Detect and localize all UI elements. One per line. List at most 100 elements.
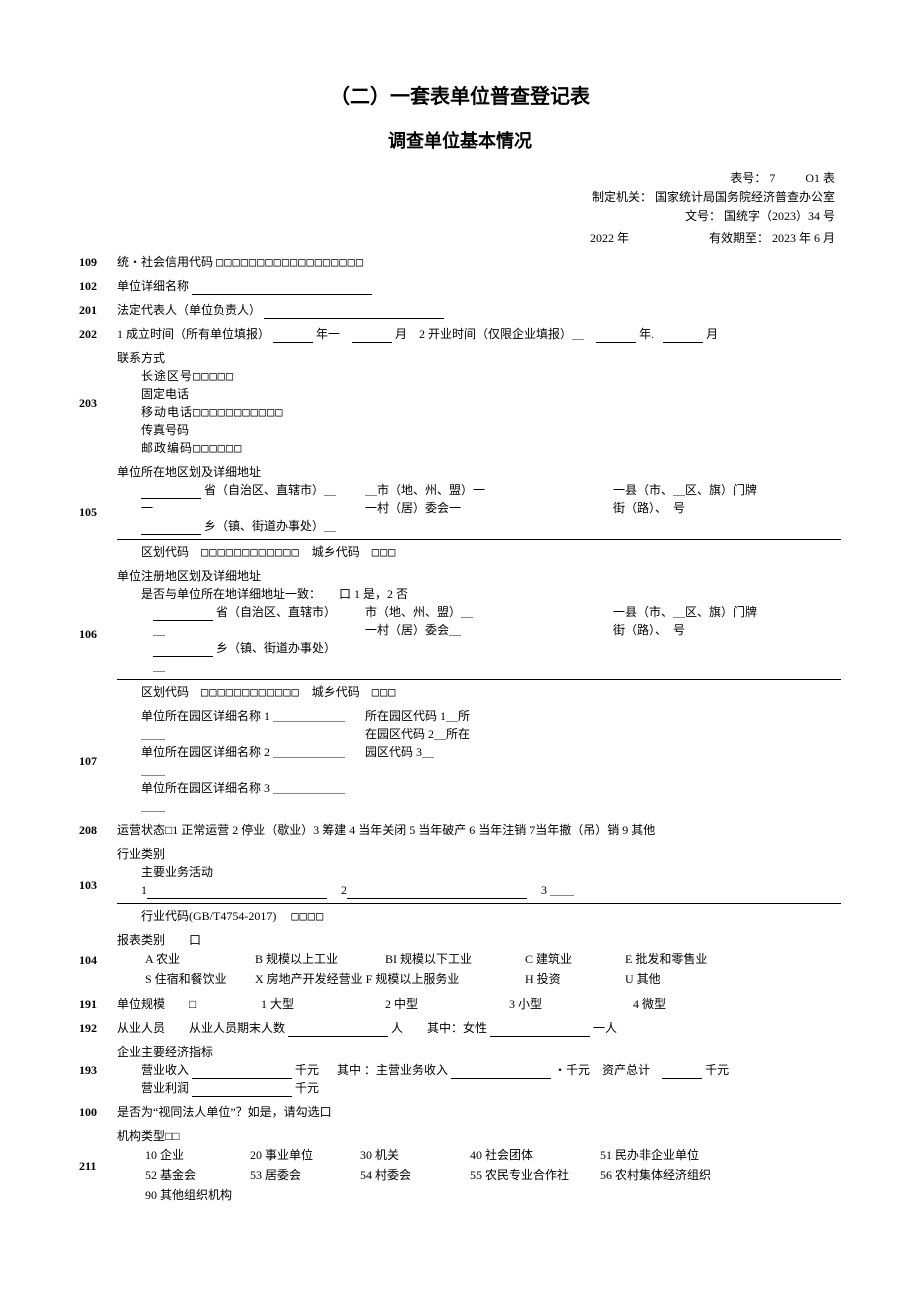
opt-investment[interactable]: H 投资 [521, 969, 621, 989]
doc-no-value: 国统字（2023）34 号 [724, 209, 835, 223]
org-government[interactable]: 30 机关 [356, 1145, 466, 1165]
org-enterprise[interactable]: 10 企业 [141, 1145, 246, 1165]
employees-total-field[interactable] [288, 1023, 388, 1037]
row-code-104: 104 [75, 928, 113, 992]
org-village-committee[interactable]: 54 村委会 [356, 1165, 466, 1185]
survey-form-table: 109 统・社会信用代码 □□□□□□□□□□□□□□□□□□ 102 单位详细… [75, 250, 845, 1208]
park-code-1[interactable]: 所在园区代码 1＿所 [365, 707, 593, 725]
reg-urban-rural-label: 城乡代码 [312, 685, 360, 699]
opt-large-industry[interactable]: B 规模以上工业 [251, 949, 381, 969]
opt-wholesale-retail[interactable]: E 批发和零售业 [621, 949, 741, 969]
area-code-boxes[interactable]: □□□□□□□□□□□□ [201, 545, 300, 559]
scale-medium[interactable]: 2 中型 [385, 995, 495, 1013]
opt-realestate-service[interactable]: X 房地产开发经营业 F 规模以上服务业 [251, 969, 521, 989]
row-content-104: 报表类别 口 A 农业 B 规模以上工业 BI 规模以下工业 C 建筑业 E 批… [113, 928, 845, 992]
org-private-nonenterprise[interactable]: 51 民办非企业单位 [596, 1145, 716, 1165]
activity-3-label: 3 ＿＿ [541, 883, 574, 897]
credit-code-label: 统・社会信用代码 [117, 255, 213, 269]
row-content-109: 统・社会信用代码 □□□□□□□□□□□□□□□□□□ [113, 250, 845, 274]
open-time-label: 2 开业时间（仅限企业填报） [419, 327, 572, 341]
org-neighborhood-committee[interactable]: 53 居委会 [246, 1165, 356, 1185]
assets-field[interactable] [662, 1065, 702, 1079]
park-name-1[interactable]: 单位所在园区详细名称 1 ＿＿＿＿＿＿＿＿ [117, 707, 345, 743]
profit-field[interactable] [192, 1083, 292, 1097]
profit-unit: 千元 [295, 1081, 319, 1095]
scale-small[interactable]: 3 小型 [509, 995, 619, 1013]
row-content-191: 单位规模 □ 1 大型 2 中型 3 小型 4 微型 [113, 992, 845, 1016]
row-code-100: 100 [75, 1100, 113, 1124]
row-content-106: 单位注册地区划及详细地址 是否与单位所在地详细地址一致： 口 1 是，2 否 省… [113, 564, 845, 704]
park-code-3[interactable]: 园区代码 3＿ [365, 743, 593, 761]
org-farmer-coop[interactable]: 55 农民专业合作社 [466, 1165, 596, 1185]
urban-rural-boxes[interactable]: □□□ [372, 545, 397, 559]
scale-micro[interactable]: 4 微型 [633, 995, 666, 1013]
reg-area-code-boxes[interactable]: □□□□□□□□□□□□ [201, 685, 300, 699]
park-code-2[interactable]: 在园区代码 2＿所在 [365, 725, 593, 743]
org-institution[interactable]: 20 事业单位 [246, 1145, 356, 1165]
row-code-109: 109 [75, 250, 113, 274]
open-year-field[interactable] [596, 329, 636, 343]
park-name-3[interactable]: 单位所在园区详细名称 3 ＿＿＿＿＿＿＿＿ [117, 779, 345, 815]
industry-code-boxes[interactable]: □□□□ [291, 909, 324, 923]
fixed-phone-label: 固定电话 [117, 385, 841, 403]
unit-name-field[interactable] [192, 281, 372, 295]
row-content-103: 行业类别 主要业务活动 1 2 3 ＿＿ 行业代码(GB/T4754-2017)… [113, 842, 845, 928]
main-revenue-field[interactable] [451, 1065, 551, 1079]
scale-large[interactable]: 1 大型 [261, 995, 371, 1013]
report-year: 2022 年 [590, 229, 629, 246]
row-content-192: 从业人员 从业人员期末人数 人 其中：女性 一人 [113, 1016, 845, 1040]
legal-rep-field[interactable] [264, 305, 444, 319]
row-code-201: 201 [75, 298, 113, 322]
establish-month-suffix: 月 [395, 327, 407, 341]
location-heading: 单位所在地区划及详细地址 [117, 463, 841, 481]
row-content-208[interactable]: 运营状态□1 正常运营 2 停业（歇业）3 筹建 4 当年关闭 5 当年破产 6… [113, 818, 845, 842]
main-activity-label: 主要业务活动 [117, 863, 841, 881]
urban-rural-label: 城乡代码 [312, 545, 360, 559]
org-type-heading[interactable]: 机构类型□□ [117, 1127, 841, 1145]
province-field[interactable] [141, 485, 201, 499]
form-no-label: 表号： [730, 171, 766, 185]
opt-small-industry[interactable]: BI 规模以下工业 [381, 949, 521, 969]
area-code-field[interactable]: 长途区号□□□□□ [117, 367, 841, 385]
row-code-107: 107 [75, 704, 113, 818]
row-code-103: 103 [75, 842, 113, 928]
main-revenue-label: 其中 ：主营业务收入 [337, 1063, 448, 1077]
row-content-201: 法定代表人（单位负责人） [113, 298, 845, 322]
reg-township-field[interactable] [153, 643, 213, 657]
form-main-title: （二）一套表单位普查登记表 [75, 80, 845, 109]
org-social-group[interactable]: 40 社会团体 [466, 1145, 596, 1165]
same-address-question[interactable]: 是否与单位所在地详细地址一致： 口 1 是，2 否 [117, 585, 841, 603]
mobile-field[interactable]: 移动电话□□□□□□□□□□□ [117, 403, 841, 421]
opt-other[interactable]: U 其他 [621, 969, 741, 989]
credit-code-boxes[interactable]: □□□□□□□□□□□□□□□□□□ [216, 255, 364, 269]
row-content-211: 机构类型□□ 10 企业 20 事业单位 30 机关 40 社会团体 51 民办… [113, 1124, 845, 1208]
postal-field[interactable]: 邮政编码□□□□□□ [117, 439, 841, 457]
profit-label: 营业利润 [141, 1081, 189, 1095]
reg-province-field[interactable] [153, 607, 213, 621]
row-content-193: 企业主要经济指标 营业收入 千元 其中 ：主营业务收入 ・千元 资产总计 千元 … [113, 1040, 845, 1100]
unit-scale-label[interactable]: 单位规模 □ [117, 995, 247, 1013]
row-content-203: 联系方式 长途区号□□□□□ 固定电话 移动电话□□□□□□□□□□□ 传真号码… [113, 346, 845, 460]
employees-female-field[interactable] [490, 1023, 590, 1037]
city-label: ＿市（地、州、盟）一 [365, 483, 485, 497]
revenue-field[interactable] [192, 1065, 292, 1079]
township-field[interactable] [141, 521, 201, 535]
establish-year-field[interactable] [273, 329, 313, 343]
org-foundation[interactable]: 52 基金会 [141, 1165, 246, 1185]
activity-1-field[interactable] [147, 885, 327, 899]
reg-urban-rural-boxes[interactable]: □□□ [372, 685, 397, 699]
row-content-107: 单位所在园区详细名称 1 ＿＿＿＿＿＿＿＿ 单位所在园区详细名称 2 ＿＿＿＿＿… [113, 704, 845, 818]
report-type-heading[interactable]: 报表类别 口 [117, 931, 841, 949]
park-name-2[interactable]: 单位所在园区详细名称 2 ＿＿＿＿＿＿＿＿ [117, 743, 345, 779]
org-other[interactable]: 90 其他组织机构 [141, 1185, 261, 1205]
opt-agriculture[interactable]: A 农业 [141, 949, 251, 969]
industry-code-label: 行业代码(GB/T4754-2017) [141, 909, 276, 923]
establish-month-field[interactable] [352, 329, 392, 343]
opt-lodging-catering[interactable]: S 住宿和餐饮业 [141, 969, 251, 989]
opt-construction[interactable]: C 建筑业 [521, 949, 621, 969]
row-content-100[interactable]: 是否为“视同法人单位”？如是，请勾选口 [113, 1100, 845, 1124]
assets-unit: 千元 [705, 1063, 729, 1077]
activity-2-field[interactable] [347, 885, 527, 899]
org-rural-collective[interactable]: 56 农村集体经济组织 [596, 1165, 716, 1185]
open-month-field[interactable] [663, 329, 703, 343]
